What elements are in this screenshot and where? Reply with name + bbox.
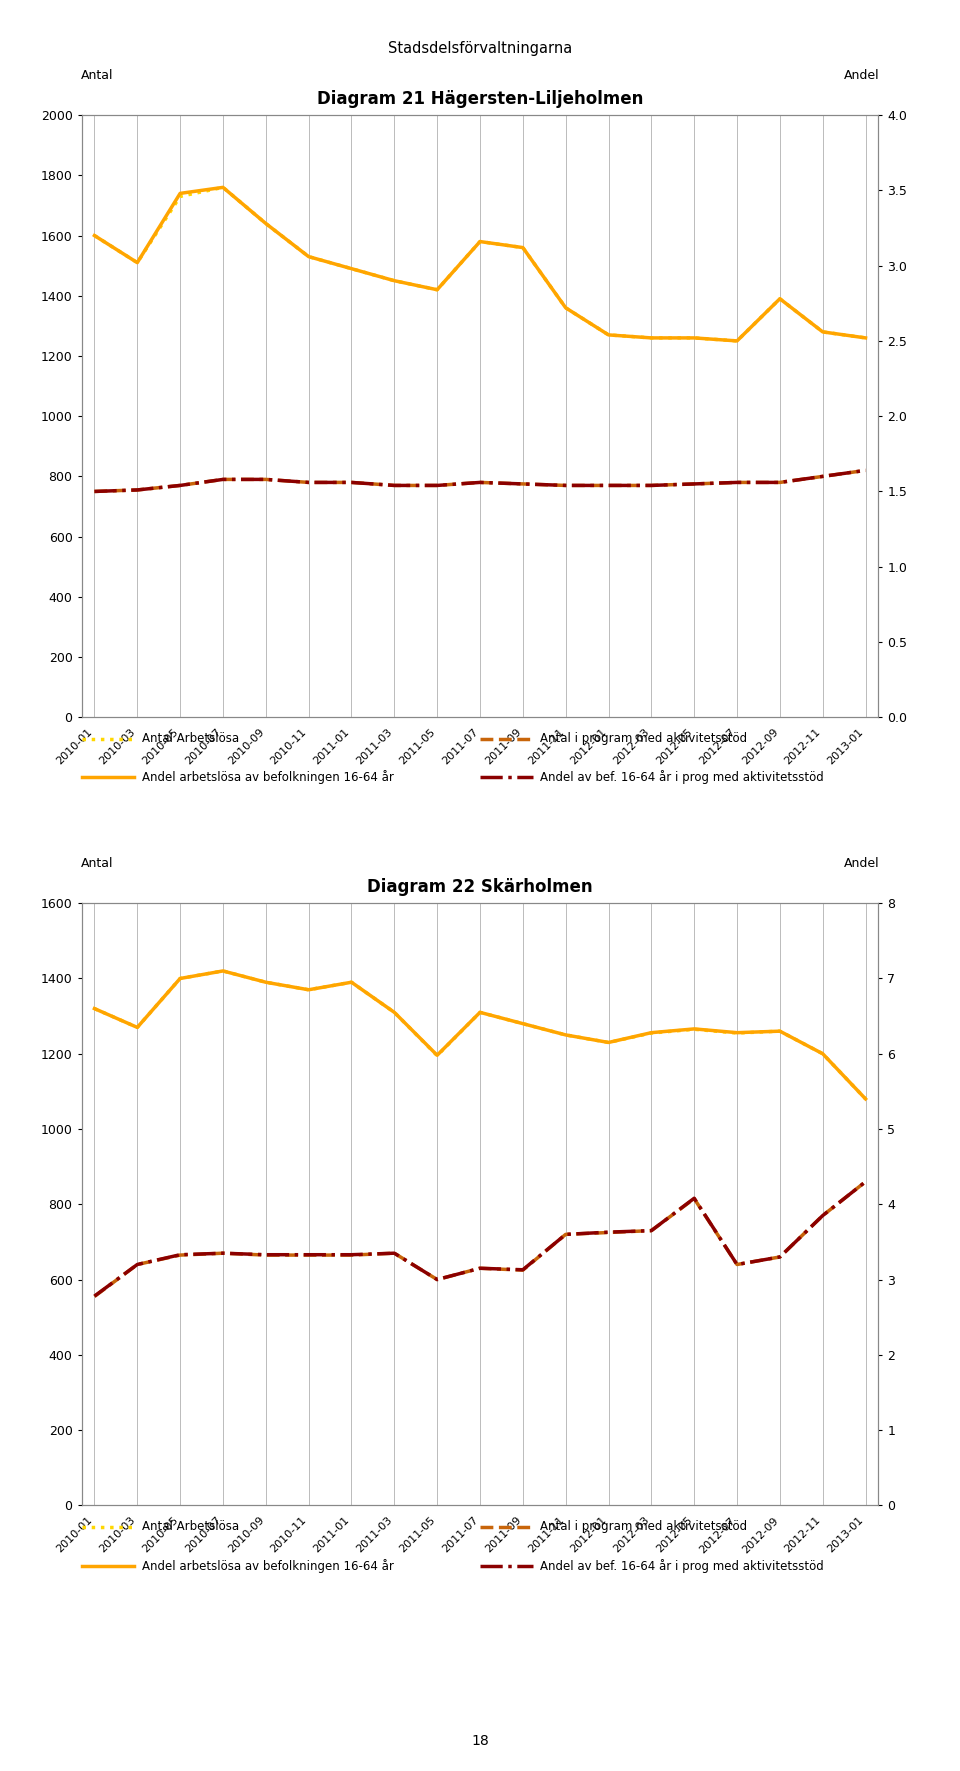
Text: Antal i program med aktivitetsstöd: Antal i program med aktivitetsstöd (540, 731, 748, 746)
Text: Andel av bef. 16-64 år i prog med aktivitetsstöd: Andel av bef. 16-64 år i prog med aktivi… (540, 770, 825, 785)
Text: Andel: Andel (844, 857, 879, 870)
Text: Andel av bef. 16-64 år i prog med aktivitetsstöd: Andel av bef. 16-64 år i prog med aktivi… (540, 1558, 825, 1573)
Text: Andel: Andel (844, 69, 879, 81)
Text: 18: 18 (471, 1734, 489, 1748)
Text: Andel arbetslösa av befolkningen 16-64 år: Andel arbetslösa av befolkningen 16-64 å… (142, 1558, 394, 1573)
Text: Antal Arbetslösa: Antal Arbetslösa (142, 1520, 239, 1534)
Text: Antal: Antal (81, 69, 113, 81)
Text: Antal Arbetslösa: Antal Arbetslösa (142, 731, 239, 746)
Text: Andel arbetslösa av befolkningen 16-64 år: Andel arbetslösa av befolkningen 16-64 å… (142, 770, 394, 785)
Text: Antal: Antal (81, 857, 113, 870)
Text: Antal i program med aktivitetsstöd: Antal i program med aktivitetsstöd (540, 1520, 748, 1534)
Title: Diagram 21 Hägersten-Liljeholmen: Diagram 21 Hägersten-Liljeholmen (317, 90, 643, 108)
Title: Diagram 22 Skärholmen: Diagram 22 Skärholmen (367, 878, 593, 896)
Text: Stadsdelsförvaltningarna: Stadsdelsförvaltningarna (388, 41, 572, 55)
